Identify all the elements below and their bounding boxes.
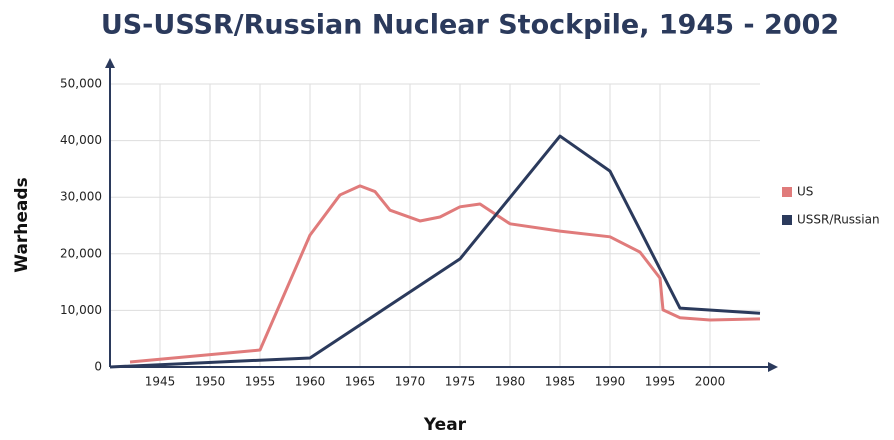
y-axis-arrow [105,58,115,68]
x-tick-label: 1965 [345,375,376,389]
chart-title: US-USSR/Russian Nuclear Stockpile, 1945 … [101,10,839,41]
x-tick-label: 1950 [195,375,226,389]
x-tick-label: 1990 [595,375,626,389]
x-tick-label: 1945 [145,375,176,389]
x-tick-label: 1995 [645,375,676,389]
x-tick-label: 1960 [295,375,326,389]
x-axis-arrow [768,362,778,372]
legend-swatch [782,187,792,197]
x-tick-label: 1970 [395,375,426,389]
y-tick-label: 10,000 [60,303,102,317]
y-tick-label: 50,000 [60,77,102,91]
y-tick-label: 0 [94,360,102,374]
series-line [129,184,761,364]
x-tick-label: 1985 [545,375,576,389]
y-tick-label: 30,000 [60,190,102,204]
x-tick-label: 1975 [445,375,476,389]
y-tick-label: 40,000 [60,133,102,147]
y-axis-label: Warheads [12,177,32,272]
x-tick-label: 2000 [695,375,726,389]
x-tick-label: 1980 [495,375,526,389]
legend-label: US [797,185,813,199]
legend-swatch [782,215,792,225]
legend-label: USSR/Russian [797,213,880,227]
x-tick-label: 1955 [245,375,276,389]
series-line [109,134,761,369]
y-tick-label: 20,000 [60,246,102,260]
x-axis-label: Year [423,415,467,435]
